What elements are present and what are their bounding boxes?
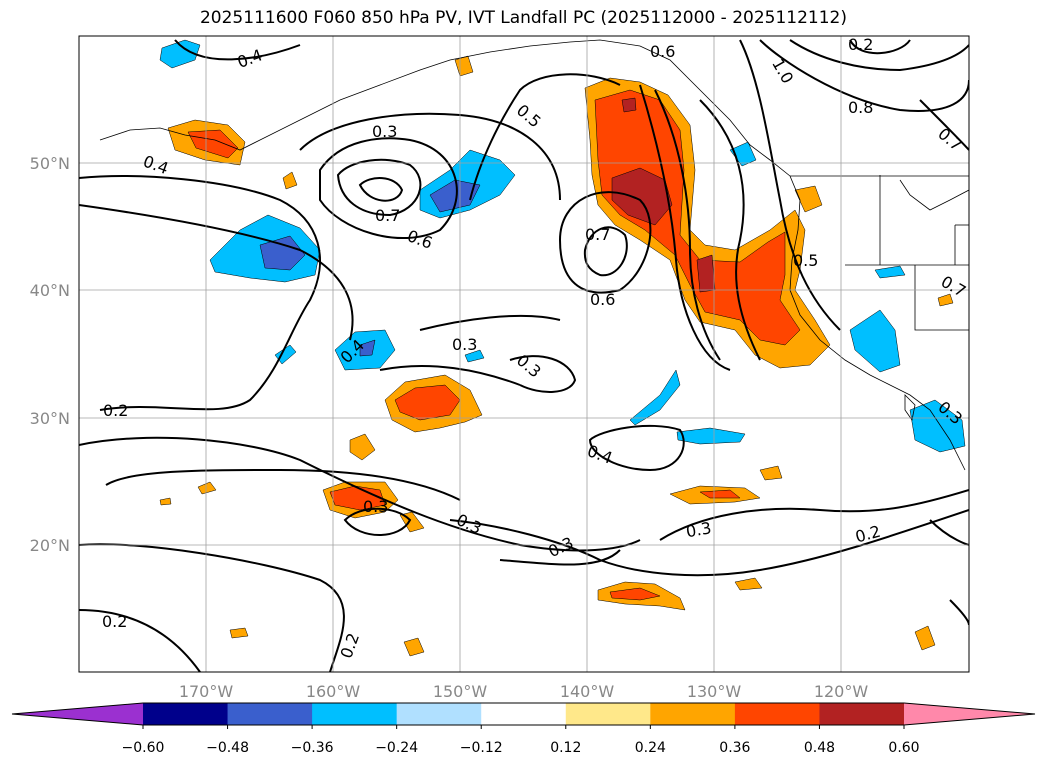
- contour-label: 0.2: [103, 401, 128, 420]
- colorbar-segment: [819, 703, 905, 725]
- positive-shading: [159, 55, 954, 657]
- colorbar-tick-label: −0.60: [122, 740, 165, 756]
- lat-tick-labels: 50°N 40°N 30°N 20°N: [30, 154, 70, 555]
- colorbar-segment: [143, 703, 229, 725]
- colorbar-extend-high: [904, 703, 1035, 725]
- lon-tick-130w: 130°W: [687, 682, 742, 701]
- colorbar-tick-label: 0.24: [635, 740, 666, 756]
- colorbar-tick-label: −0.48: [206, 740, 249, 756]
- colorbar-segment: [396, 703, 482, 725]
- contour-label: 0.3: [684, 518, 712, 541]
- contour-label: 0.3: [452, 335, 477, 354]
- contour-label: 0.8: [848, 98, 873, 117]
- colorbar-tick-labels: −0.60 −0.48 −0.36 −0.24 −0.12 0.12 0.24 0.36 0.4…: [122, 725, 920, 756]
- lat-tick-40n: 40°N: [30, 281, 70, 300]
- colorbar-tick-label: 0.60: [888, 740, 919, 756]
- contour-label: 0.7: [375, 206, 400, 225]
- colorbar-tick-label: 0.36: [719, 740, 750, 756]
- lat-tick-50n: 50°N: [30, 154, 70, 173]
- lon-tick-120w: 120°W: [814, 682, 869, 701]
- lat-tick-30n: 30°N: [30, 409, 70, 428]
- lon-tick-140w: 140°W: [560, 682, 615, 701]
- colorbar-segment: [481, 703, 567, 725]
- colorbar-extend-low: [12, 703, 143, 725]
- colorbar-tick-label: 0.48: [804, 740, 835, 756]
- gridlines: [79, 36, 969, 672]
- contour-label: 0.5: [793, 251, 818, 270]
- lon-tick-160w: 160°W: [306, 682, 361, 701]
- contour-label: 0.3: [363, 497, 388, 516]
- contour-label: 0.2: [102, 612, 127, 631]
- lon-tick-labels: 170°W 160°W 150°W 140°W 130°W 120°W: [179, 682, 869, 701]
- colorbar-tick-label: −0.36: [291, 740, 334, 756]
- colorbar-segment: [227, 703, 313, 725]
- contour-label: 0.7: [585, 225, 610, 244]
- contour-label: 0.2: [848, 35, 873, 54]
- contour-label: 0.6: [650, 42, 675, 61]
- colorbar: [11, 702, 1036, 726]
- colorbar-tick-label: −0.24: [375, 740, 418, 756]
- colorbar-segment: [650, 703, 736, 725]
- lat-tick-20n: 20°N: [30, 536, 70, 555]
- plot-frame: [78, 35, 970, 673]
- pv-contours: [79, 39, 969, 672]
- colorbar-segment: [565, 703, 651, 725]
- colorbar-segment: [312, 703, 398, 725]
- lon-tick-170w: 170°W: [179, 682, 234, 701]
- map-title: 2025111600 F060 850 hPa PV, IVT Landfall…: [199, 8, 847, 28]
- coastlines: [99, 39, 969, 471]
- lon-tick-150w: 150°W: [433, 682, 488, 701]
- colorbar-tick-label: −0.12: [460, 740, 503, 756]
- contour-label: 0.6: [590, 290, 615, 309]
- contour-label: 0.3: [372, 122, 397, 141]
- colorbar-segment: [734, 703, 820, 725]
- colorbar-tick-label: 0.12: [550, 740, 581, 756]
